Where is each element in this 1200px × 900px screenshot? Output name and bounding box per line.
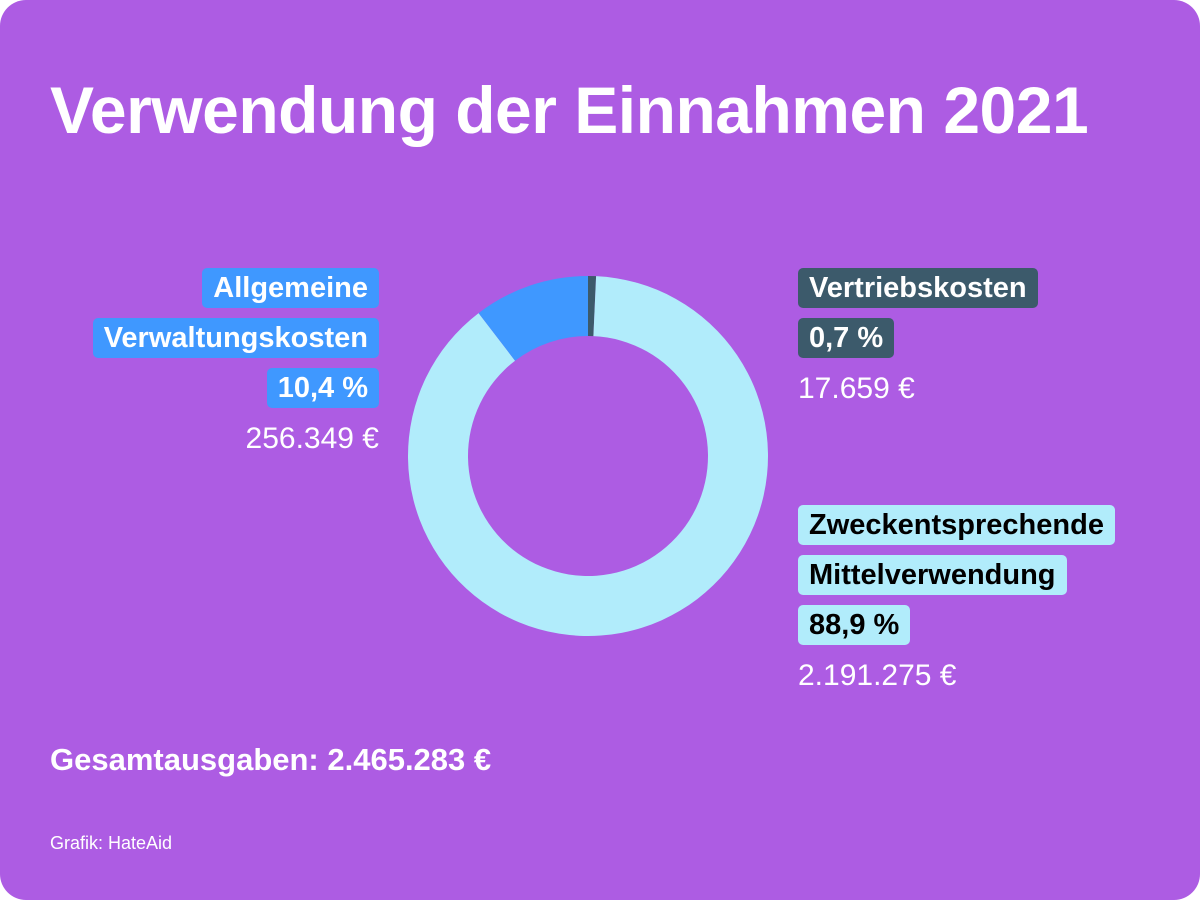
vertriebskosten-amount: 17.659 € xyxy=(798,372,915,405)
mittelverwendung-label-line1: Zweckentsprechende xyxy=(798,505,1115,545)
label-verwaltungskosten: Allgemeine Verwaltungskosten 10,4 % 256.… xyxy=(92,268,379,456)
slice-zweckentsprechende-mittelverwendung xyxy=(408,276,768,636)
chart-title: Verwendung der Einnahmen 2021 xyxy=(50,73,1089,147)
mittelverwendung-amount: 2.191.275 € xyxy=(798,659,957,692)
label-vertriebskosten: Vertriebskosten 0,7 % 17.659 € xyxy=(798,268,1038,406)
total-expenses: Gesamtausgaben: 2.465.283 € xyxy=(50,742,492,777)
label-zweckentsprechende-mittelverwendung: Zweckentsprechende Mittelverwendung 88,9… xyxy=(798,505,1115,693)
slice-allgemeine-verwaltungskosten xyxy=(478,276,588,361)
vertriebskosten-label: Vertriebskosten xyxy=(798,268,1038,308)
verwaltungskosten-percent: 10,4 % xyxy=(266,368,379,408)
source-credit: Grafik: HateAid xyxy=(50,833,173,853)
verwaltungskosten-label-line2: Verwaltungskosten xyxy=(92,318,379,358)
slice-vertriebskosten xyxy=(588,276,597,337)
donut-chart xyxy=(408,276,768,636)
mittelverwendung-label-line2: Mittelverwendung xyxy=(798,555,1067,595)
mittelverwendung-percent: 88,9 % xyxy=(798,605,911,645)
vertriebskosten-percent: 0,7 % xyxy=(798,318,895,358)
verwaltungskosten-amount: 256.349 € xyxy=(245,422,379,455)
verwaltungskosten-label-line1: Allgemeine xyxy=(202,268,379,308)
